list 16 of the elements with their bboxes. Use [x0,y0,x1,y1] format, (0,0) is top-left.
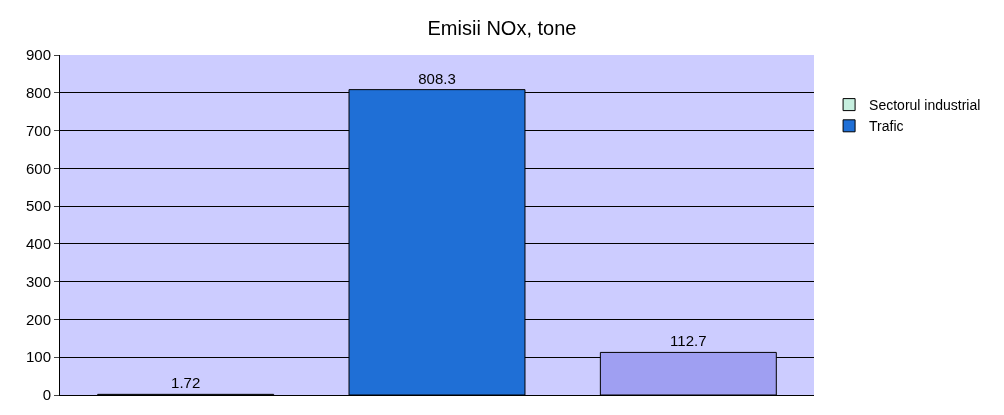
y-tick-label: 700 [25,121,51,139]
data-label: 1.72 [171,374,201,392]
y-tick-label: 100 [25,348,51,366]
chart-title: Emisii NOx, tone [427,16,577,39]
data-label: 808.3 [418,69,456,87]
y-tick-label: 0 [42,386,51,404]
y-tick-label: 500 [25,197,51,215]
y-tick-label: 300 [25,272,51,290]
legend-label: Sectorul industrial [869,97,981,114]
y-tick-label: 400 [25,235,51,253]
y-tick-label: 800 [25,84,51,102]
y-tick-label: 900 [25,46,51,64]
legend-label: Trafic [869,118,904,135]
data-label: 112.7 [670,332,707,350]
y-tick-label: 200 [25,310,51,328]
y-tick-label: 600 [25,159,51,177]
